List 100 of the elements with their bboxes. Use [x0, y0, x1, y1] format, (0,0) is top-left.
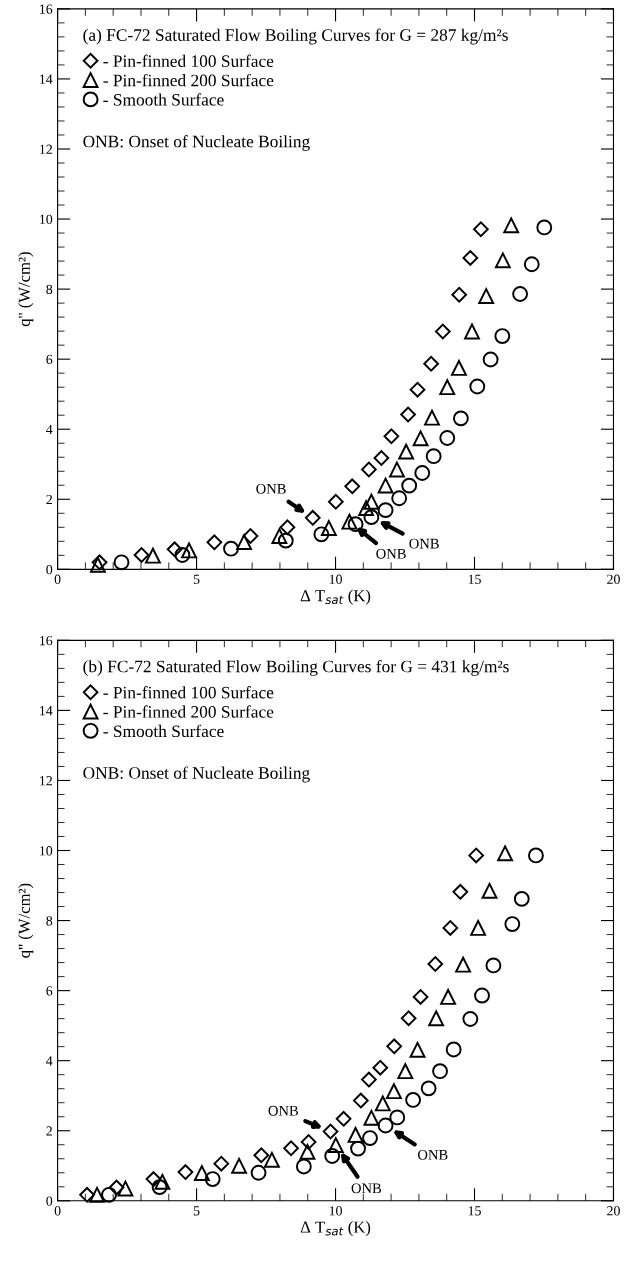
point: [341, 513, 358, 530]
text: (a) FC-72 Saturated Flow Boiling Curves for G = 287 kg/m²s: [83, 28, 508, 45]
point: [181, 542, 197, 559]
annotation: ONB: Onset of Nucleate Boiling: [83, 766, 310, 783]
x-tick-label: 10: [329, 574, 342, 584]
y-axis-title: q'' (W/cm²): [18, 252, 34, 327]
y-tick-label: 14: [40, 74, 53, 84]
point: [445, 1041, 462, 1058]
point: [462, 250, 479, 266]
point: [347, 1127, 364, 1143]
point: [473, 221, 489, 238]
x-tick-label: 15: [468, 574, 481, 584]
x-tick-label: 15: [468, 1206, 481, 1216]
point: [253, 1147, 270, 1164]
point: [412, 989, 429, 1005]
point: [428, 1010, 445, 1027]
point: [327, 493, 344, 510]
point: [363, 1109, 380, 1126]
point: [117, 1180, 134, 1197]
point: [363, 509, 380, 526]
point: [320, 520, 337, 536]
point: [455, 956, 472, 973]
y-tick-label: 6: [46, 354, 53, 365]
y-tick-label: 2: [46, 494, 52, 505]
point: [482, 351, 499, 368]
point: [372, 1059, 389, 1076]
legend-label: - Pin-finned 100 Surface: [103, 54, 274, 67]
point: [424, 409, 440, 426]
point: [283, 1140, 299, 1157]
y-tick-label: 14: [40, 706, 53, 716]
point: [347, 516, 364, 533]
point: [231, 1157, 247, 1174]
point: [174, 547, 191, 563]
point: [277, 532, 294, 549]
point: [432, 1063, 448, 1080]
point: [481, 882, 498, 899]
annotation: ONB: [376, 548, 406, 559]
point: [469, 378, 486, 395]
point: [133, 547, 150, 563]
x-tick-label: 0: [54, 574, 61, 584]
point: [503, 217, 520, 234]
point: [398, 443, 415, 460]
point: [213, 1155, 230, 1172]
point: [263, 1151, 280, 1168]
y-axis-title: q'' (W/cm²): [18, 883, 34, 958]
point: [439, 379, 456, 396]
point: [412, 430, 429, 447]
y-tick-label: 0: [46, 564, 53, 575]
point: [377, 477, 394, 494]
point: [512, 286, 528, 302]
annotation: ONB: [268, 1105, 298, 1116]
point: [344, 478, 361, 495]
point: [427, 956, 444, 972]
point: [400, 406, 416, 423]
x-tick-label: 0: [54, 1206, 61, 1216]
y-tick-label: 12: [40, 144, 52, 154]
point: [442, 920, 459, 936]
x-tick-label: 5: [193, 574, 200, 584]
point: [425, 448, 442, 465]
point: [335, 1110, 352, 1127]
x-axis-title: Δ T$_{sat}$ (K): [300, 589, 371, 605]
legend-label: - Pin-finned 200 Surface: [103, 73, 274, 87]
point: [470, 920, 487, 936]
annotation: ONB: [351, 1183, 382, 1194]
point: [494, 252, 511, 269]
point: [177, 1164, 194, 1180]
point: [299, 1143, 316, 1160]
point: [386, 1038, 403, 1055]
point: [377, 1117, 394, 1134]
point: [468, 847, 485, 864]
point: [528, 847, 544, 864]
y-tick-label: 16: [40, 4, 53, 14]
point: [513, 890, 530, 907]
annotation: ONB: [256, 483, 286, 494]
point: [362, 1130, 378, 1147]
y-tick-label: 6: [46, 986, 53, 996]
point: [452, 884, 469, 900]
y-tick-label: 10: [40, 846, 53, 856]
point: [389, 461, 405, 478]
y-tick-label: 12: [40, 776, 52, 786]
point: [363, 493, 380, 510]
point: [409, 381, 426, 398]
point: [494, 328, 511, 344]
point: [101, 1186, 117, 1203]
point: [145, 1171, 162, 1187]
point: [385, 1083, 402, 1100]
point: [405, 1092, 421, 1108]
point: [271, 528, 288, 544]
y-tick-label: 4: [46, 424, 53, 435]
point: [397, 1063, 414, 1080]
text: (b) FC-72 Saturated Flow Boiling Curves for G = 431 kg/m²s: [83, 659, 509, 676]
y-tick-label: 2: [46, 1126, 52, 1136]
point: [409, 1041, 426, 1058]
point: [352, 1092, 369, 1109]
point: [79, 1187, 95, 1203]
y-tick-label: 4: [46, 1056, 53, 1066]
y-tick-label: 10: [40, 214, 53, 224]
legend-label: - Smooth Surface: [103, 724, 224, 738]
point: [464, 323, 480, 340]
point: [485, 957, 502, 974]
